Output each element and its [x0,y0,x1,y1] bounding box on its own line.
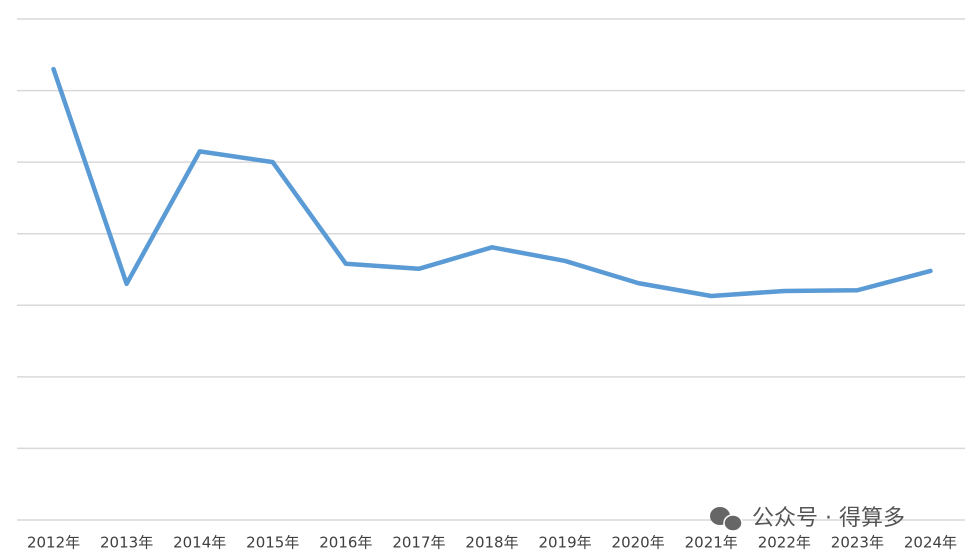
watermark-icon [710,507,743,532]
x-tick-label: 2015年 [246,534,299,552]
x-tick-label: 2023年 [831,534,884,552]
x-tick-label: 2014年 [173,534,226,552]
x-tick-label: 2020年 [612,534,665,552]
x-tick-label: 2022年 [758,534,811,552]
x-tick-label: 2017年 [392,534,445,552]
x-tick-label: 2024年 [904,534,957,552]
x-tick-label: 2012年 [27,534,80,552]
x-tick-label: 2019年 [538,534,591,552]
x-tick-label: 2018年 [465,534,518,552]
data-line [51,66,933,299]
watermark: 公众号 · 得算多 [752,506,905,531]
x-tick-label: 2021年 [685,534,738,552]
x-tick-label: 2013年 [100,534,153,552]
x-tick-label: 2016年 [319,534,372,552]
